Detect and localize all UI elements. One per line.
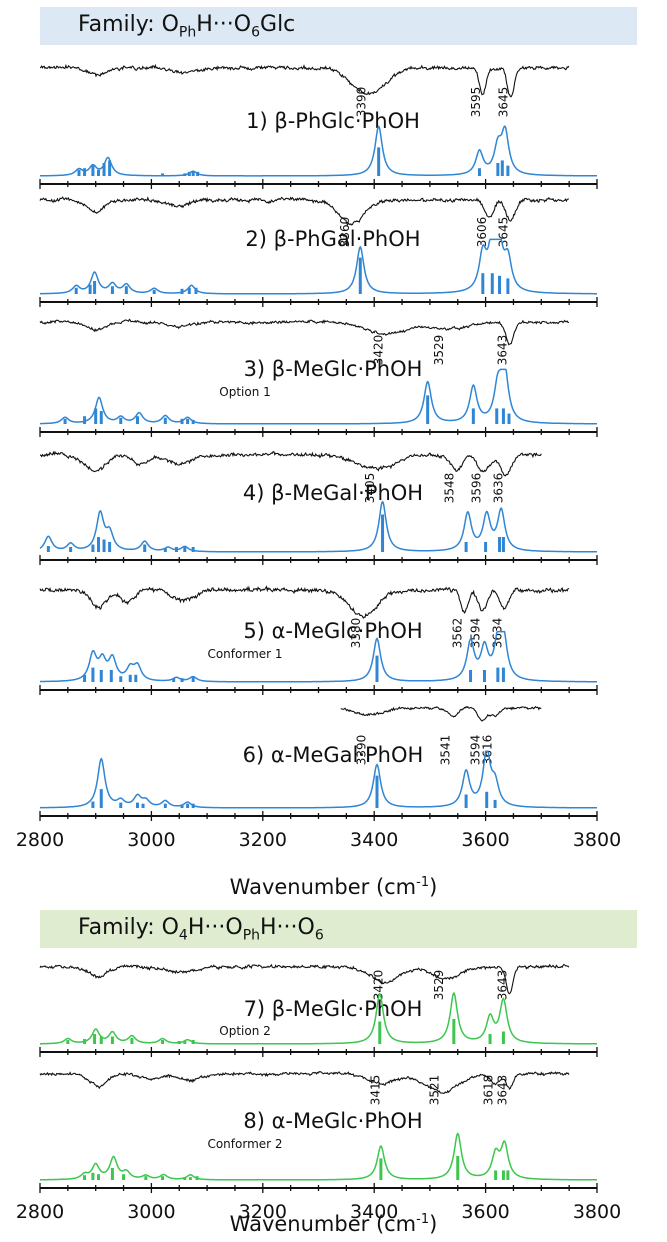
experimental-trace-7: [39, 963, 570, 995]
x-tick-label: 3600: [461, 1201, 509, 1223]
peak-label: 3594: [468, 618, 482, 649]
calculated-spectrum-7: [40, 991, 597, 1045]
peak-label: 3380: [349, 618, 363, 649]
peak-label: 3420: [371, 335, 385, 366]
x-axis-title-1: Wavenumber (cm-1): [229, 875, 438, 899]
calculated-spectrum-5: [40, 630, 597, 683]
spectrum-label-8: 8) α-MeGlc·PhOH: [243, 1109, 422, 1133]
peak-label: 3643: [496, 1075, 510, 1106]
peak-label: 3643: [496, 970, 510, 1001]
spectrum-note-3: Option 1: [219, 385, 271, 399]
x-tick-label: 3200: [239, 1201, 287, 1223]
x-tick-label: 2800: [16, 1201, 64, 1223]
peak-label: 3420: [371, 970, 385, 1001]
peak-label: 3645: [497, 217, 511, 248]
spectrum-label-2: 2) β-PhGal·PhOH: [245, 227, 420, 251]
experimental-trace-3: [39, 318, 569, 346]
x-tick-label: 3000: [127, 1201, 175, 1223]
experimental-trace-4: [39, 450, 542, 477]
peak-label: 3390: [355, 87, 369, 118]
x-tick-label: 3000: [127, 829, 175, 851]
peak-label: 3594: [468, 735, 482, 766]
spectrum-note-8: Conformer 2: [207, 1137, 282, 1151]
calculated-spectrum-4: [39, 500, 597, 553]
experimental-trace-6: [340, 705, 542, 722]
family-label-1: Family: OPhH···O6Glc: [78, 11, 296, 41]
calculated-spectrum-2: [39, 238, 597, 295]
calculated-spectrum-8: [40, 1132, 597, 1181]
peak-label: 3405: [363, 473, 377, 504]
x-tick-label: 3800: [573, 1201, 621, 1223]
peak-label: 3636: [492, 473, 506, 504]
experimental-trace-5: [39, 585, 570, 619]
peak-label: 3595: [469, 87, 483, 118]
experimental-trace-1: [39, 63, 570, 98]
peak-label: 3645: [497, 87, 511, 118]
peak-label: 3548: [443, 473, 457, 504]
peak-label: 3616: [481, 735, 495, 766]
calculated-spectrum-6: [40, 750, 597, 809]
peak-label: 3529: [432, 970, 446, 1001]
x-tick-label: 3400: [350, 1201, 398, 1223]
peak-label: 3618: [482, 1075, 496, 1106]
experimental-trace-8: [39, 1070, 570, 1094]
x-tick-label: 3200: [239, 829, 287, 851]
peak-label: 3521: [428, 1075, 442, 1106]
family-label-2: Family: O4H···OPhH···O6: [78, 914, 324, 944]
peak-label: 3596: [469, 473, 483, 504]
spectrum-label-6: 6) α-MeGal·PhOH: [243, 743, 424, 767]
x-tick-label: 3800: [573, 829, 621, 851]
peak-label: 3606: [475, 217, 489, 248]
family-banner-1: Family: OPhH···O6Glc: [40, 7, 637, 45]
spectrum-label-4: 4) β-MeGal·PhOH: [243, 481, 423, 505]
x-axis-title-2: Wavenumber (cm-1): [229, 1212, 438, 1236]
calculated-spectrum-3: [40, 368, 597, 425]
peak-label: 3562: [450, 618, 464, 649]
spectrum-label-5: 5) α-MeGlc·PhOH: [243, 619, 422, 643]
peak-label: 3390: [355, 735, 369, 766]
calculated-spectrum-1: [40, 125, 597, 177]
spectrum-label-7: 7) β-MeGlc·PhOH: [244, 997, 423, 1021]
spectrum-note-5: Conformer 1: [207, 647, 282, 661]
peak-label: 3415: [369, 1075, 383, 1106]
peak-label: 3360: [338, 217, 352, 248]
experimental-trace-2: [39, 196, 570, 227]
spectrum-note-7: Option 2: [219, 1024, 271, 1038]
peak-label: 3643: [496, 335, 510, 366]
peak-label: 3529: [432, 335, 446, 366]
x-tick-label: 3400: [350, 829, 398, 851]
family-banner-2: Family: O4H···OPhH···O6: [40, 910, 637, 948]
x-tick-label: 3600: [461, 829, 509, 851]
spectrum-label-3: 3) β-MeGlc·PhOH: [244, 357, 423, 381]
spectrum-label-1: 1) β-PhGlc·PhOH: [246, 109, 420, 133]
x-tick-label: 2800: [16, 829, 64, 851]
peak-label: 3541: [439, 735, 453, 766]
